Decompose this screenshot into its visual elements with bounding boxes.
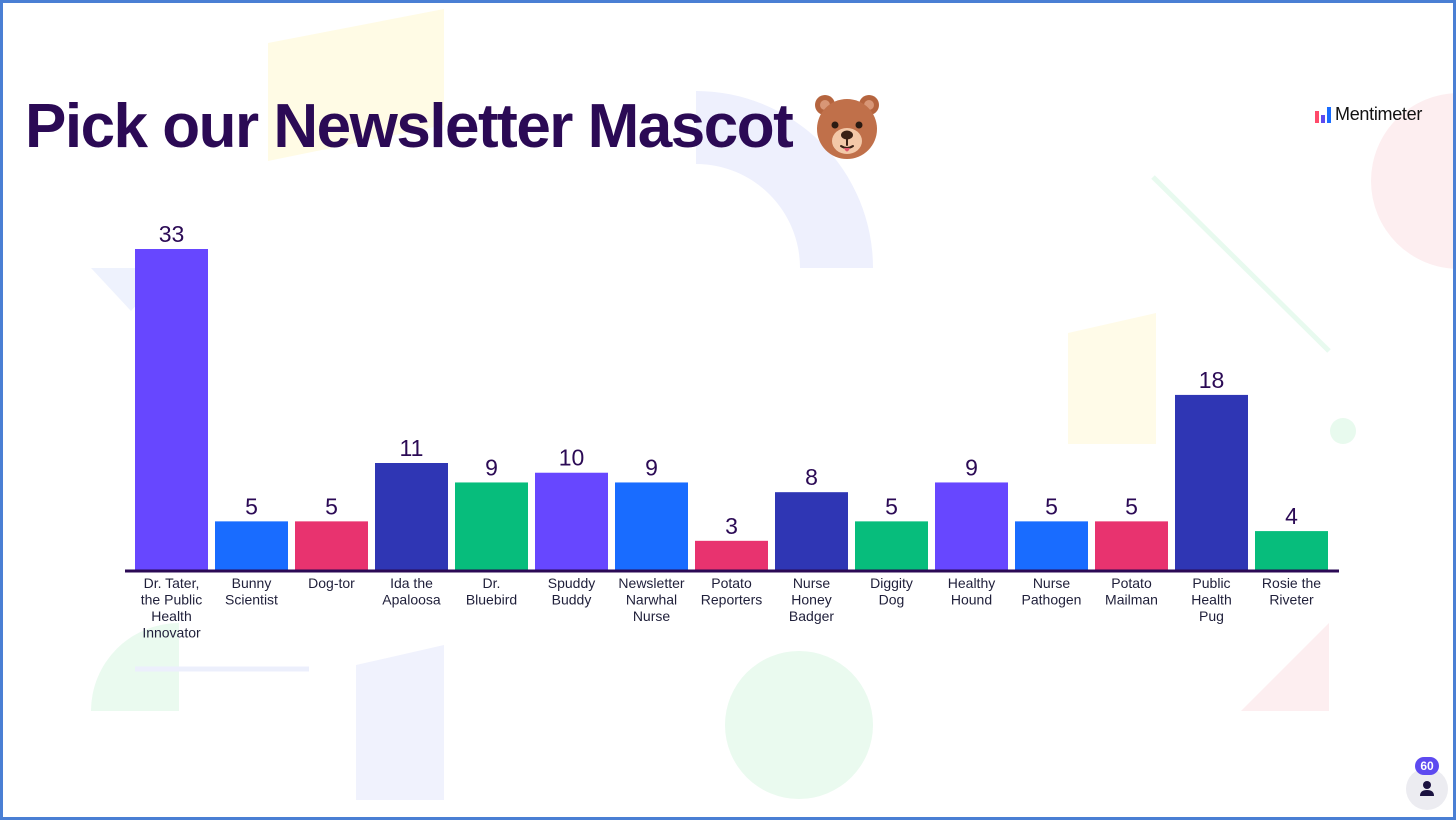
bar-13 (1095, 521, 1168, 570)
category-label-11: Healthy Hound (948, 575, 995, 608)
data-label-2: 5 (245, 493, 258, 519)
bar-chart: 33 Dr. Tater, the Public Health Innovator 5 Bu… (125, 221, 1339, 641)
bar-1 (135, 249, 208, 570)
mentimeter-logo-icon (1315, 106, 1331, 123)
data-label-1: 33 (159, 221, 185, 247)
category-label-6: Spuddy Buddy (548, 575, 595, 608)
decor-pink-triangle (1241, 623, 1329, 711)
decor-yellow-shape (1068, 313, 1156, 444)
decor-green-dot (1330, 418, 1356, 444)
participant-count-badge: 60 (1415, 757, 1439, 775)
bar-8 (695, 540, 768, 570)
bar-3 (295, 521, 368, 570)
bar-9 (775, 492, 848, 570)
data-label-11: 9 (965, 454, 978, 480)
bar-6 (535, 472, 608, 570)
data-label-15: 4 (1285, 503, 1298, 529)
slide-title: Pick our Newsletter Mascot (25, 91, 880, 162)
data-label-9: 8 (805, 464, 818, 490)
category-label-2: Bunny Scientist (225, 575, 278, 608)
decor-lavender-arc (696, 91, 873, 268)
category-label-8: Potato Reporters (701, 575, 762, 608)
data-label-5: 9 (485, 454, 498, 480)
person-icon (1420, 781, 1434, 796)
background-decorations (91, 9, 1453, 800)
category-label-7: Newsletter Narwhal Nurse (618, 575, 684, 624)
brand-name: Mentimeter (1335, 104, 1423, 124)
category-label-9: Nurse Honey Badger (789, 575, 834, 624)
category-label-3: Dog-tor (308, 575, 355, 591)
data-label-3: 5 (325, 493, 338, 519)
data-label-6: 10 (559, 445, 585, 471)
labels-layer: 33 Dr. Tater, the Public Health Innovator 5 Bu… (141, 221, 1322, 641)
bar-2 (215, 521, 288, 570)
category-label-10: Diggity Dog (870, 575, 913, 608)
bar-15 (1255, 531, 1328, 570)
category-label-5: Dr. Bluebird (466, 575, 517, 608)
bar-11 (935, 482, 1008, 570)
data-label-14: 18 (1199, 367, 1225, 393)
bar-5 (455, 482, 528, 570)
decor-green-circle (725, 651, 873, 799)
bar-7 (615, 482, 688, 570)
bar-14 (1175, 394, 1248, 570)
mentimeter-logo: Mentimeter (1315, 104, 1422, 125)
data-label-13: 5 (1125, 493, 1138, 519)
decor-green-line (1151, 175, 1331, 353)
category-label-1: Dr. Tater, the Public Health Innovator (141, 575, 202, 641)
data-label-10: 5 (885, 493, 898, 519)
participants-button[interactable] (1406, 768, 1448, 810)
bear-face-icon (815, 94, 880, 159)
decor-lavender-parallelogram (356, 645, 444, 800)
category-label-14: Public Health Pug (1191, 575, 1231, 624)
bar-4 (375, 463, 448, 570)
category-label-12: Nurse Pathogen (1022, 575, 1082, 608)
category-label-15: Rosie the Riveter (1262, 575, 1321, 608)
slide-title-text: Pick our Newsletter Mascot (25, 92, 794, 161)
bar-12 (1015, 521, 1088, 570)
decor-pink-circle (1371, 93, 1453, 269)
data-label-7: 9 (645, 454, 658, 480)
decor-yellow-parallelogram (268, 9, 444, 161)
bars-layer (135, 249, 1328, 570)
data-label-12: 5 (1045, 493, 1058, 519)
bar-10 (855, 521, 928, 570)
data-label-4: 11 (400, 435, 424, 461)
data-label-8: 3 (725, 513, 738, 539)
category-label-4: Ida the Apaloosa (382, 575, 441, 608)
category-label-13: Potato Mailman (1105, 575, 1158, 608)
